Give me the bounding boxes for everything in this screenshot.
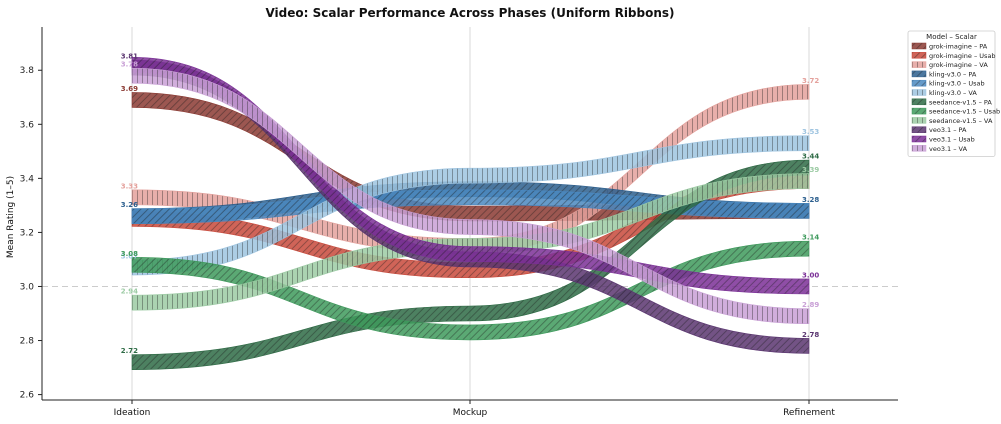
legend-swatch [911,117,927,124]
legend-swatch [911,145,927,152]
y-tick-label: 3.6 [20,120,35,130]
chart-title: Video: Scalar Performance Across Phases … [265,6,674,20]
data-label: 3.53 [802,128,819,136]
legend-title: Model – Scalar [926,33,977,41]
data-label: 2.94 [121,288,138,296]
data-label: 3.00 [802,271,819,279]
data-label: 3.39 [802,166,819,174]
legend-entry: veo3.1 – Usab [929,136,975,144]
end-labels-layer: 3.69 3.33 3.72 3.26 3.28 3.07 3.53 2.72 3.44 3.08… [121,53,820,356]
ribbon-seedance-v1-5-va [131,173,810,311]
x-tick-label: Refinement [783,408,835,418]
data-label: 3.08 [121,250,138,258]
ribbon-veo3-1-va [131,67,810,325]
legend-entry: seedance-v1.5 – PA [929,98,992,106]
legend-entry: veo3.1 – VA [929,145,968,153]
data-label: 3.28 [802,196,819,204]
legend-swatch [911,98,927,106]
y-tick-label: 3.0 [20,282,35,292]
legend-swatch [911,107,927,115]
legend-entry: seedance-v1.5 – Usab [929,108,1000,116]
legend-swatch [911,52,927,59]
legend-swatch [911,61,927,68]
legend-entry: kling-v3.0 – Usab [929,80,985,88]
data-label: 2.72 [121,347,138,355]
legend-swatch [911,79,927,87]
data-label: 2.89 [802,301,819,309]
data-label: 3.26 [121,201,138,209]
legend-swatch [911,126,927,133]
data-label: 3.44 [802,153,819,161]
data-label: 2.78 [802,331,819,339]
legend-entry: grok-imagine – VA [929,61,988,69]
legend-entry: grok-imagine – PA [929,43,988,51]
legend-box [907,30,996,157]
data-label: 3.69 [121,85,138,93]
legend-swatch [911,89,927,96]
legend-entry: veo3.1 – PA [929,126,967,134]
data-label: 3.07 [121,253,138,261]
y-tick-label: 3.4 [20,174,35,184]
legend-swatch [911,135,927,143]
data-label: 3.72 [802,77,819,85]
ribbons-layer [131,57,810,370]
x-tick-label: Ideation [114,408,151,418]
y-tick-label: 2.8 [20,337,35,347]
legend-entry: kling-v3.0 – VA [929,89,977,97]
axes-layer: 2.6 2.8 3.0 3.2 3.4 3.6 3.8 Ideation Mockup Refin… [20,27,898,418]
x-tick-label: Mockup [453,408,488,418]
y-tick-label: 2.6 [20,391,35,401]
data-label: 3.78 [121,61,138,69]
data-label: 3.14 [802,234,819,242]
data-label: 3.33 [121,182,138,190]
y-tick-label: 3.2 [20,228,34,238]
data-label: 3.81 [121,53,138,61]
legend-entry: grok-imagine – Usab [929,52,996,60]
y-tick-label: 3.8 [20,66,35,76]
y-axis-label: Mean Rating (1–5) [6,176,16,258]
legend-swatch [911,42,927,50]
legend-entry: kling-v3.0 – PA [929,70,977,78]
legend-swatch [911,70,927,78]
legend-entry: seedance-v1.5 – VA [929,117,993,125]
